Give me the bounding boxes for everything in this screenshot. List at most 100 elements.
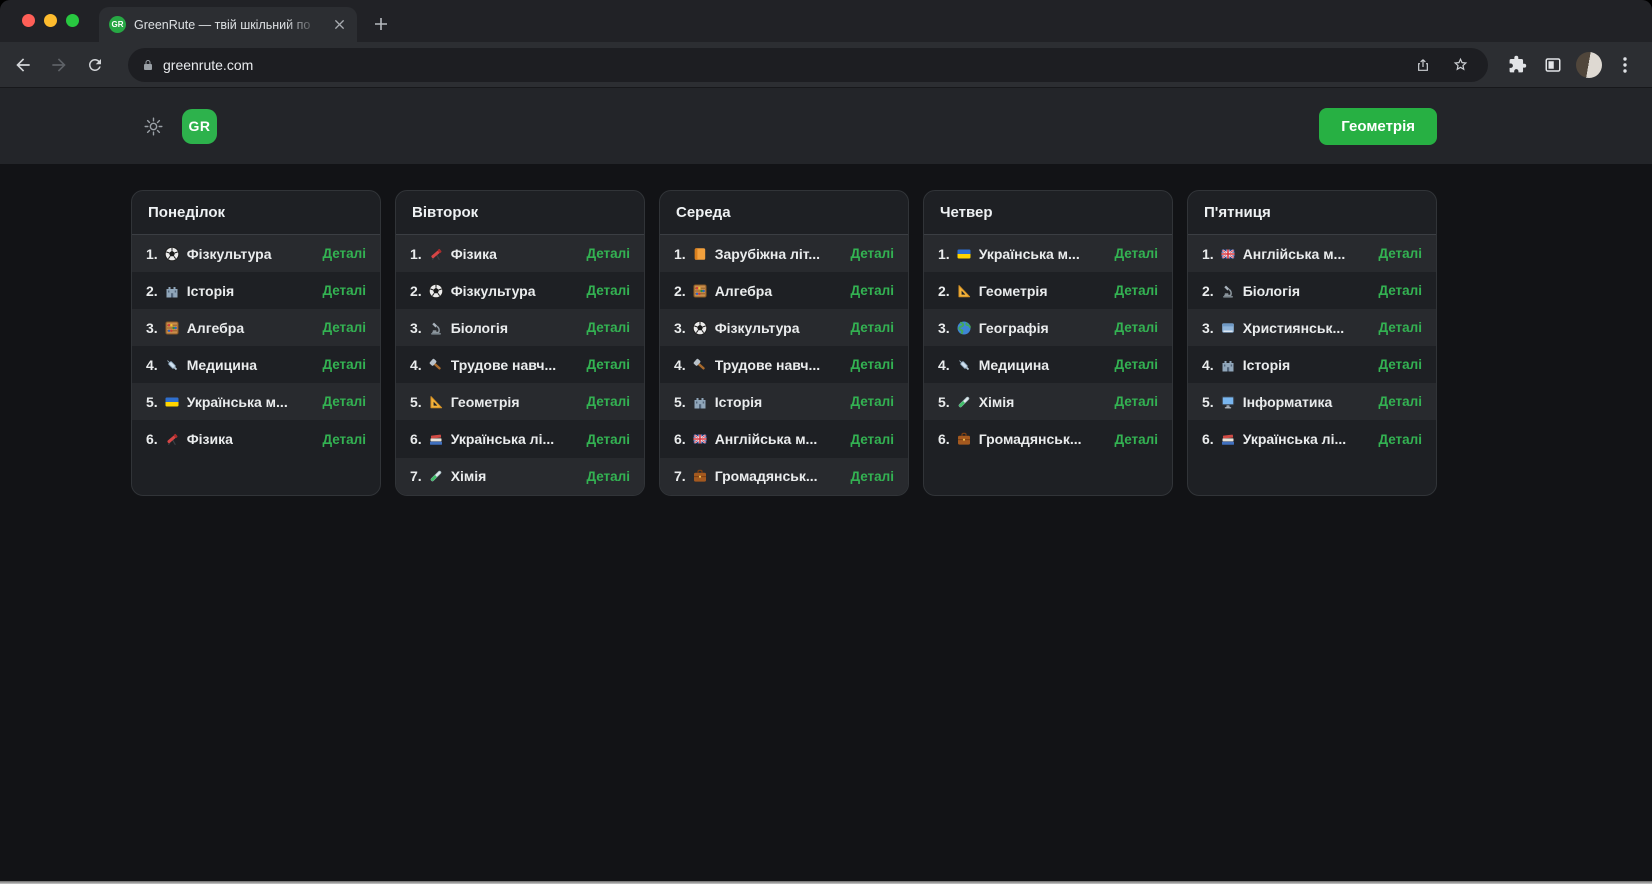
tab-title: GreenRute — твій шкільний по (134, 17, 311, 32)
lesson-row: 6. Англійська м... Деталі (660, 420, 908, 457)
details-link[interactable]: Деталі (1114, 394, 1158, 410)
details-link[interactable]: Деталі (850, 431, 894, 447)
flag-uk-icon (1220, 245, 1237, 262)
greenrute-logo[interactable]: GR (182, 108, 217, 144)
details-link[interactable]: Деталі (322, 357, 366, 373)
microscope-icon (428, 319, 445, 336)
side-panel-icon[interactable] (1536, 48, 1570, 82)
lesson-name: Англійська м... (1242, 245, 1346, 262)
lesson-name: Історія (714, 393, 763, 410)
lesson-row: 4. Історія Деталі (1188, 346, 1436, 383)
lesson-row: 2. Історія Деталі (132, 272, 380, 309)
lesson-name: Українська м... (978, 245, 1080, 262)
details-link[interactable]: Деталі (850, 394, 894, 410)
microscope-icon (1220, 282, 1237, 299)
details-link[interactable]: Деталі (850, 283, 894, 299)
site-header: GR Геометрія (0, 88, 1652, 164)
details-link[interactable]: Деталі (850, 357, 894, 373)
details-link[interactable]: Деталі (322, 431, 366, 447)
new-tab-button[interactable] (368, 11, 394, 37)
lesson-name: Українська лі... (450, 431, 555, 448)
profile-avatar[interactable] (1576, 51, 1602, 78)
details-link[interactable]: Деталі (586, 394, 630, 410)
lesson-row: 7. Громадянськ... Деталі (660, 457, 908, 495)
lesson-row: 2. Алгебра Деталі (660, 272, 908, 309)
hammer-icon (692, 356, 709, 373)
lesson-row: 5. Хімія Деталі (924, 383, 1172, 421)
address-bar[interactable]: greenrute.com (128, 47, 1488, 82)
details-link[interactable]: Деталі (322, 320, 366, 336)
details-link[interactable]: Деталі (1378, 394, 1422, 410)
lesson-row: 3. Географія Деталі (924, 309, 1172, 347)
details-link[interactable]: Деталі (850, 468, 894, 484)
share-icon[interactable] (1409, 51, 1437, 79)
lesson-name: Християнськ... (1242, 319, 1345, 336)
lesson-name: Медицина (186, 356, 258, 373)
details-link[interactable]: Деталі (1114, 320, 1158, 336)
lesson-number: 3. (1202, 319, 1214, 336)
day-column: Вівторок 1. Фізика Деталі 2. Фізкультура Детал… (395, 190, 645, 496)
current-subject-button[interactable]: Геометрія (1319, 107, 1437, 145)
tab-close-icon[interactable] (331, 17, 347, 33)
lesson-name: Фізика (186, 431, 233, 448)
details-link[interactable]: Деталі (1114, 283, 1158, 299)
details-link[interactable]: Деталі (586, 320, 630, 336)
soccer-ball-icon (692, 319, 709, 336)
details-link[interactable]: Деталі (586, 283, 630, 299)
details-link[interactable]: Деталі (1378, 431, 1422, 447)
lesson-row: 3. Алгебра Деталі (132, 309, 380, 347)
lesson-name: Історія (186, 282, 235, 299)
details-link[interactable]: Деталі (1378, 283, 1422, 299)
lesson-number: 5. (938, 393, 950, 410)
lock-icon[interactable] (142, 58, 154, 72)
lesson-number: 4. (146, 356, 158, 373)
details-link[interactable]: Деталі (586, 357, 630, 373)
back-button[interactable] (6, 48, 40, 82)
bookmark-star-icon[interactable] (1446, 51, 1474, 79)
fullscreen-window-button[interactable] (66, 14, 79, 27)
details-link[interactable]: Деталі (322, 394, 366, 410)
details-link[interactable]: Деталі (586, 431, 630, 447)
details-link[interactable]: Деталі (586, 246, 630, 262)
details-link[interactable]: Деталі (1378, 320, 1422, 336)
lesson-number: 6. (1202, 431, 1214, 448)
soccer-ball-icon (164, 245, 181, 262)
lesson-number: 1. (146, 245, 158, 262)
url-text[interactable]: greenrute.com (163, 56, 254, 73)
lesson-number: 4. (674, 356, 686, 373)
castle-icon (692, 393, 709, 410)
details-link[interactable]: Деталі (1378, 357, 1422, 373)
details-link[interactable]: Деталі (1114, 357, 1158, 373)
details-link[interactable]: Деталі (850, 320, 894, 336)
extensions-icon[interactable] (1500, 48, 1534, 82)
menu-dots-icon[interactable] (1608, 48, 1642, 82)
lesson-number: 7. (410, 468, 422, 485)
window-controls (22, 14, 79, 27)
lesson-name: Геометрія (978, 282, 1048, 299)
reload-button[interactable] (78, 48, 112, 82)
details-link[interactable]: Деталі (322, 283, 366, 299)
telescope-icon (164, 431, 181, 448)
details-link[interactable]: Деталі (1114, 246, 1158, 262)
details-link[interactable]: Деталі (1114, 431, 1158, 447)
lesson-row: 5. Геометрія Деталі (396, 383, 644, 421)
lesson-row: 5. Історія Деталі (660, 383, 908, 421)
day-column: Понеділок 1. Фізкультура Деталі 2. Історія Дет… (131, 190, 381, 496)
lesson-row: 2. Фізкультура Деталі (396, 272, 644, 309)
lesson-name: Історія (1242, 356, 1291, 373)
minimize-window-button[interactable] (44, 14, 57, 27)
close-window-button[interactable] (22, 14, 35, 27)
browser-tab[interactable]: GR GreenRute — твій шкільний по (99, 7, 357, 42)
details-link[interactable]: Деталі (850, 246, 894, 262)
abacus-icon (164, 319, 181, 336)
flag-uk-icon (692, 431, 709, 448)
forward-button[interactable] (42, 48, 76, 82)
details-link[interactable]: Деталі (1378, 246, 1422, 262)
lesson-name: Медицина (978, 356, 1050, 373)
details-link[interactable]: Деталі (586, 468, 630, 484)
lesson-row: 3. Християнськ... Деталі (1188, 309, 1436, 347)
details-link[interactable]: Деталі (322, 246, 366, 262)
lesson-number: 7. (674, 468, 686, 485)
theme-toggle-button[interactable] (136, 109, 170, 143)
lesson-row: 4. Медицина Деталі (924, 346, 1172, 383)
